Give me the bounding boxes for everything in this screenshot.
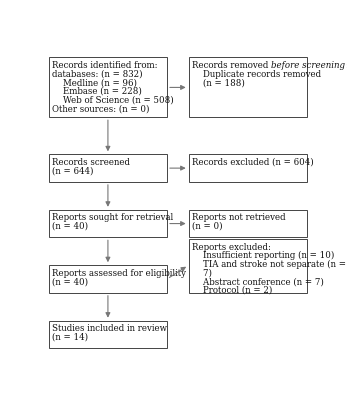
Text: (n = 40): (n = 40) [52,222,88,231]
Text: Duplicate records removed: Duplicate records removed [192,70,321,78]
Bar [49,154,167,182]
Bar [189,239,307,293]
Text: Protocol (n = 2): Protocol (n = 2) [192,286,272,295]
Text: before screening: before screening [271,61,345,70]
Text: (n = 40): (n = 40) [52,278,88,286]
Text: Records excluded (n = 604): Records excluded (n = 604) [192,158,314,167]
Text: Reports assessed for eligibility: Reports assessed for eligibility [52,269,186,278]
Text: Records removed: Records removed [192,61,271,70]
Text: Reports excluded:: Reports excluded: [192,243,271,252]
Text: 7): 7) [192,268,212,278]
Text: Studies included in review: Studies included in review [52,324,167,333]
Text: Reports not retrieved: Reports not retrieved [192,213,286,222]
Bar [189,154,307,182]
Text: Reports sought for retrieval: Reports sought for retrieval [52,213,173,222]
Text: Abstract conference (n = 7): Abstract conference (n = 7) [192,277,324,286]
Bar [49,320,167,348]
Text: (n = 188): (n = 188) [192,78,245,87]
Bar [49,265,167,293]
Text: Other sources: (n = 0): Other sources: (n = 0) [52,104,150,113]
Text: :: : [345,61,347,70]
Text: (n = 644): (n = 644) [52,166,93,176]
Text: Insufficient reporting (n = 10): Insufficient reporting (n = 10) [192,251,334,260]
Text: Embase (n = 228): Embase (n = 228) [52,87,142,96]
Text: Records identified from:: Records identified from: [52,61,158,70]
Text: (n = 0): (n = 0) [192,222,222,231]
Bar [189,57,307,117]
Bar [49,210,167,238]
Bar [49,57,167,117]
Bar [189,210,307,238]
Text: (n = 14): (n = 14) [52,333,88,342]
Text: TIA and stroke not separate (n =: TIA and stroke not separate (n = [192,260,346,269]
Text: Medline (n = 96): Medline (n = 96) [52,78,137,87]
Text: Records screened: Records screened [52,158,130,167]
Text: databases: (n = 832): databases: (n = 832) [52,70,143,78]
Text: Web of Science (n = 508): Web of Science (n = 508) [52,96,174,104]
